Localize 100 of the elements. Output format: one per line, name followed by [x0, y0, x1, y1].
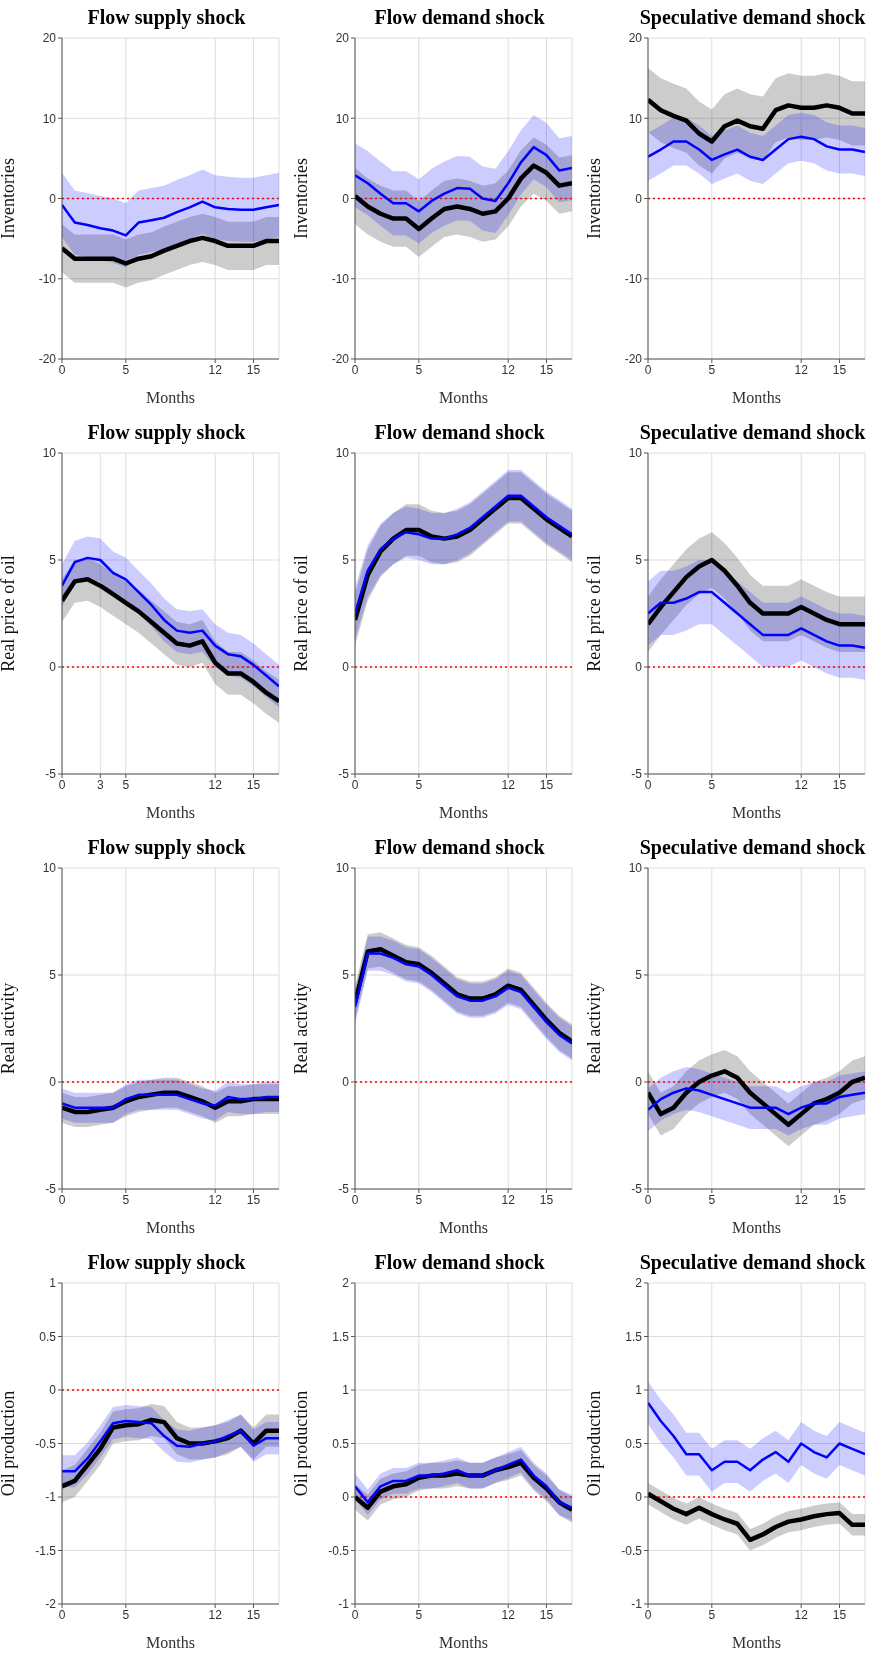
x-axis-title: Months: [732, 389, 781, 406]
y-axis-title: Real activity: [0, 982, 19, 1075]
x-tick-label: 15: [539, 1607, 554, 1622]
y-tick-label: 5: [342, 968, 350, 983]
x-tick-label: 5: [122, 777, 130, 792]
x-tick-label: 12: [208, 777, 223, 792]
x-tick-label: 15: [832, 1192, 847, 1207]
y-tick-label: 1: [49, 1276, 57, 1291]
y-tick-label: -0.5: [621, 1543, 643, 1558]
y-axis-title: Real price of oil: [584, 555, 605, 672]
line-series: [62, 200, 279, 237]
y-tick-label: 0.5: [625, 1436, 643, 1451]
y-axis-title: Real activity: [291, 982, 312, 1075]
x-axis-title: Months: [146, 389, 195, 406]
y-tick-label: -1: [45, 1490, 57, 1505]
x-tick-label: 12: [794, 777, 809, 792]
y-tick-label: -20: [38, 352, 57, 367]
x-tick-label: 12: [208, 1192, 223, 1207]
x-tick-label: 12: [501, 362, 516, 377]
chart-title: Speculative demand shock: [638, 836, 867, 859]
y-tick-label: 10: [42, 861, 57, 876]
y-tick-label: 1: [635, 1383, 643, 1398]
y-tick-label: -1: [631, 1597, 643, 1612]
y-tick-label: 10: [42, 446, 57, 461]
y-tick-label: -5: [338, 767, 350, 782]
y-tick-label: 0: [635, 1490, 643, 1505]
y-tick-label: 0: [342, 191, 350, 206]
y-tick-label: 0.5: [332, 1436, 350, 1451]
x-axis-title: Months: [146, 804, 195, 821]
x-tick-label: 5: [708, 362, 716, 377]
y-tick-label: 0: [49, 660, 57, 675]
x-axis-title: Months: [732, 1219, 781, 1236]
line-series: [648, 135, 865, 162]
y-axis-title: Oil production: [0, 1390, 19, 1497]
y-axis-title: Inventories: [0, 158, 19, 239]
y-axis-title: Real price of oil: [291, 555, 312, 672]
line-series: [648, 97, 865, 144]
y-tick-label: 2: [635, 1276, 643, 1291]
chart-title: Flow demand shock: [373, 836, 546, 859]
y-tick-label: -0.5: [35, 1436, 57, 1451]
x-tick-label: 3: [96, 777, 104, 792]
line-series: [62, 577, 279, 704]
chart-title: Flow demand shock: [373, 421, 546, 444]
y-tick-label: 10: [335, 446, 350, 461]
x-tick-label: 12: [501, 1192, 516, 1207]
y-tick-label: -5: [338, 1182, 350, 1197]
x-tick-label: 5: [708, 1607, 716, 1622]
chart-title: Flow demand shock: [373, 6, 546, 29]
x-axis-title: Months: [732, 804, 781, 821]
x-tick-label: 12: [501, 777, 516, 792]
y-tick-label: -1: [338, 1597, 350, 1612]
line-series: [62, 556, 279, 688]
x-tick-label: 5: [122, 362, 130, 377]
y-tick-label: 5: [635, 968, 643, 983]
x-tick-label: 15: [832, 777, 847, 792]
y-axis-title: Oil production: [291, 1390, 312, 1497]
line-series: [648, 590, 865, 649]
chart-title: Speculative demand shock: [638, 421, 867, 444]
y-tick-label: 0: [635, 1075, 643, 1090]
y-axis-title: Inventories: [291, 158, 312, 239]
line-series: [648, 1491, 865, 1543]
x-tick-label: 12: [208, 362, 223, 377]
x-tick-label: 5: [708, 777, 716, 792]
y-tick-label: 0: [49, 1383, 57, 1398]
y-tick-label: -5: [45, 1182, 57, 1197]
chart-title: Flow supply shock: [86, 1251, 247, 1274]
y-axis-title: Oil production: [584, 1390, 605, 1497]
y-tick-label: 5: [49, 968, 57, 983]
y-tick-label: 0.5: [39, 1329, 57, 1344]
y-tick-label: 0: [342, 660, 350, 675]
x-tick-label: 5: [415, 1607, 423, 1622]
x-tick-label: 12: [208, 1607, 223, 1622]
x-tick-label: 15: [832, 1607, 847, 1622]
y-tick-label: 10: [335, 861, 350, 876]
x-axis-title: Months: [146, 1219, 195, 1236]
y-tick-label: -2: [45, 1597, 57, 1612]
chart-title: Speculative demand shock: [638, 1251, 867, 1274]
x-axis-title: Months: [439, 804, 488, 821]
y-tick-label: -5: [631, 1182, 643, 1197]
y-tick-label: -20: [624, 352, 643, 367]
y-tick-label: 10: [335, 111, 350, 126]
x-tick-label: 15: [539, 362, 554, 377]
chart-title: Speculative demand shock: [638, 6, 867, 29]
y-tick-label: 0: [635, 660, 643, 675]
y-tick-label: -10: [331, 272, 350, 287]
x-axis-title: Months: [439, 1634, 488, 1651]
y-tick-label: 5: [342, 553, 350, 568]
x-tick-label: 15: [246, 362, 261, 377]
x-tick-label: 12: [794, 1607, 809, 1622]
y-tick-label: 10: [628, 446, 643, 461]
line-series: [648, 557, 865, 627]
x-tick-label: 15: [246, 1192, 261, 1207]
line-series: [62, 235, 279, 266]
y-tick-label: -1.5: [35, 1543, 57, 1558]
y-tick-label: 2: [342, 1276, 350, 1291]
x-tick-label: 15: [539, 777, 554, 792]
x-tick-label: 15: [246, 777, 261, 792]
y-tick-label: 10: [42, 111, 57, 126]
x-tick-label: 5: [415, 362, 423, 377]
y-tick-label: 20: [335, 31, 350, 46]
